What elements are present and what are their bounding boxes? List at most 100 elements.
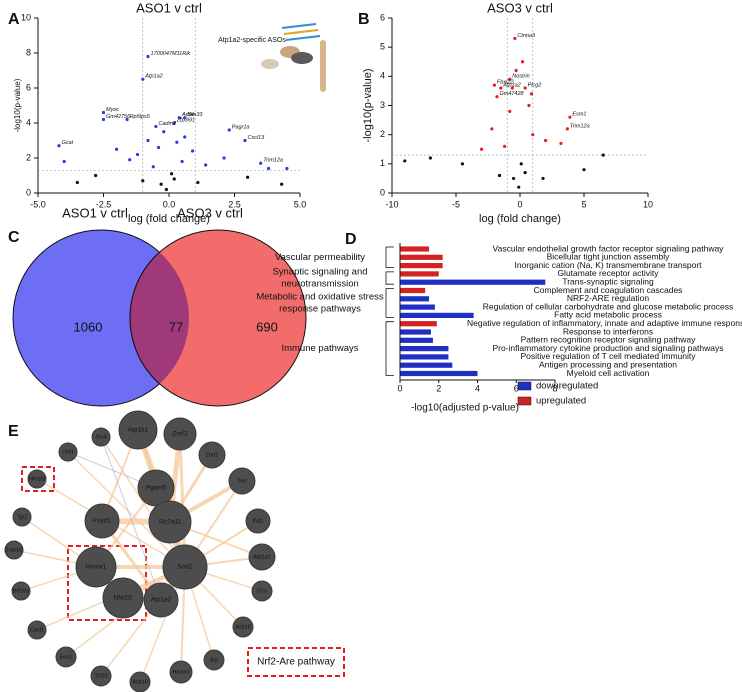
- point: [531, 133, 535, 137]
- node-label: Znrf1: [206, 452, 219, 458]
- panel-label: A: [8, 11, 20, 28]
- network-node: [169, 660, 193, 684]
- point: [75, 180, 79, 185]
- node-label: Haow1: [172, 669, 189, 675]
- point: [175, 140, 179, 144]
- bar: [400, 321, 437, 327]
- gene-label: Myoc: [106, 107, 119, 113]
- legend-label: downregulated: [536, 381, 598, 392]
- bar: [400, 362, 453, 368]
- gene-label: Cxcl13: [247, 135, 265, 141]
- gene-label: Plcg2: [528, 82, 542, 88]
- point: [243, 138, 247, 143]
- network-edge: [67, 451, 186, 568]
- network-edge: [100, 436, 186, 568]
- node-label: Btf19a: [13, 588, 30, 594]
- category-label: Fatty acid metabolic process: [554, 310, 662, 320]
- category-label: Bicellular tight junction assembly: [547, 252, 671, 262]
- group-label: response pathways: [279, 303, 361, 314]
- group-bracket: [385, 246, 394, 268]
- point: [544, 138, 548, 143]
- gene-label: Fbxl22: [497, 80, 514, 86]
- y-tick-label: 3: [380, 100, 385, 110]
- x-axis-label: log (fold change): [128, 213, 210, 225]
- point: [196, 180, 200, 185]
- node-label: Tert: [237, 478, 247, 484]
- venn-count: 690: [256, 319, 278, 334]
- network-node: [118, 410, 158, 450]
- point: [170, 172, 174, 176]
- legend-swatch: [517, 396, 532, 406]
- node-label: Tjp2: [17, 514, 28, 520]
- group-label: neurotransmission: [281, 279, 359, 290]
- point: [146, 138, 150, 143]
- gene-label: Gm47428: [499, 91, 524, 97]
- point: [183, 135, 187, 139]
- point: [280, 182, 284, 186]
- node-label: Eno1: [60, 654, 73, 660]
- point: [177, 116, 182, 120]
- node-label: Ufd1: [62, 449, 74, 455]
- x-axis-label: -log10(adjusted p-value): [411, 403, 519, 414]
- point: [517, 185, 521, 189]
- network-node: [58, 442, 78, 462]
- bar: [400, 296, 430, 302]
- annotation: Atp1a2-specific ASOs: [218, 37, 286, 44]
- point: [582, 168, 586, 172]
- bar: [400, 254, 443, 260]
- point: [511, 176, 516, 181]
- gene-label: Gm42756: [106, 114, 131, 120]
- gene-label: Pagr1a: [232, 124, 250, 130]
- point: [180, 159, 184, 164]
- point: [156, 145, 161, 150]
- network-node: [203, 649, 225, 671]
- network-node: [248, 543, 276, 571]
- point: [101, 117, 106, 122]
- node-label: Ifut1: [253, 518, 264, 524]
- y-axis-label: -log10(p-value): [362, 69, 374, 143]
- point: [480, 147, 484, 151]
- x-tick-label: 0.0: [163, 199, 176, 209]
- x-tick-label: 4: [475, 383, 480, 393]
- network-node: [84, 503, 120, 539]
- bar: [400, 370, 478, 377]
- node-label: Tcf20: [94, 673, 107, 679]
- highlight-box: [21, 466, 55, 492]
- x-tick-label: 2: [436, 383, 441, 393]
- bar: [400, 329, 431, 335]
- point: [62, 159, 66, 164]
- node-label: Nfe2l2: [114, 595, 133, 602]
- gene-label: Atp1a2: [502, 82, 520, 88]
- point: [508, 77, 512, 81]
- point: [227, 128, 231, 132]
- point: [141, 77, 145, 81]
- network-edge: [100, 566, 186, 677]
- venn-count: 77: [169, 319, 183, 334]
- category-label: Vascular endothelial growth factor recep…: [493, 243, 725, 253]
- x-tick-label: -5.0: [30, 199, 46, 209]
- point: [115, 147, 119, 151]
- point: [246, 175, 250, 179]
- network-node: [129, 671, 151, 692]
- y-tick-label: 2: [380, 129, 385, 139]
- category-label: Positive regulation of T cell mediated i…: [521, 351, 697, 361]
- point: [151, 165, 155, 169]
- network-node: [27, 469, 47, 489]
- network-node: [11, 581, 31, 601]
- point: [154, 124, 158, 129]
- gene-label: Atp1a2: [144, 74, 162, 80]
- bar: [400, 263, 443, 269]
- point: [101, 110, 106, 115]
- x-tick-label: 2.5: [228, 199, 241, 209]
- x-tick-label: 10: [643, 199, 653, 209]
- category-label: Regulation of cellular carbohydrate and …: [483, 301, 733, 311]
- network-node: [12, 507, 32, 527]
- point: [503, 144, 507, 148]
- network-node: [163, 417, 197, 451]
- x-tick-label: 5.0: [294, 199, 307, 209]
- gene-label: 1700047M11Rik: [151, 51, 191, 57]
- group-label: Synaptic signaling and: [272, 267, 367, 278]
- x-tick-label: 5: [581, 199, 586, 209]
- category-label: Myeloid cell activation: [567, 368, 650, 378]
- y-tick-label: 1: [380, 158, 385, 168]
